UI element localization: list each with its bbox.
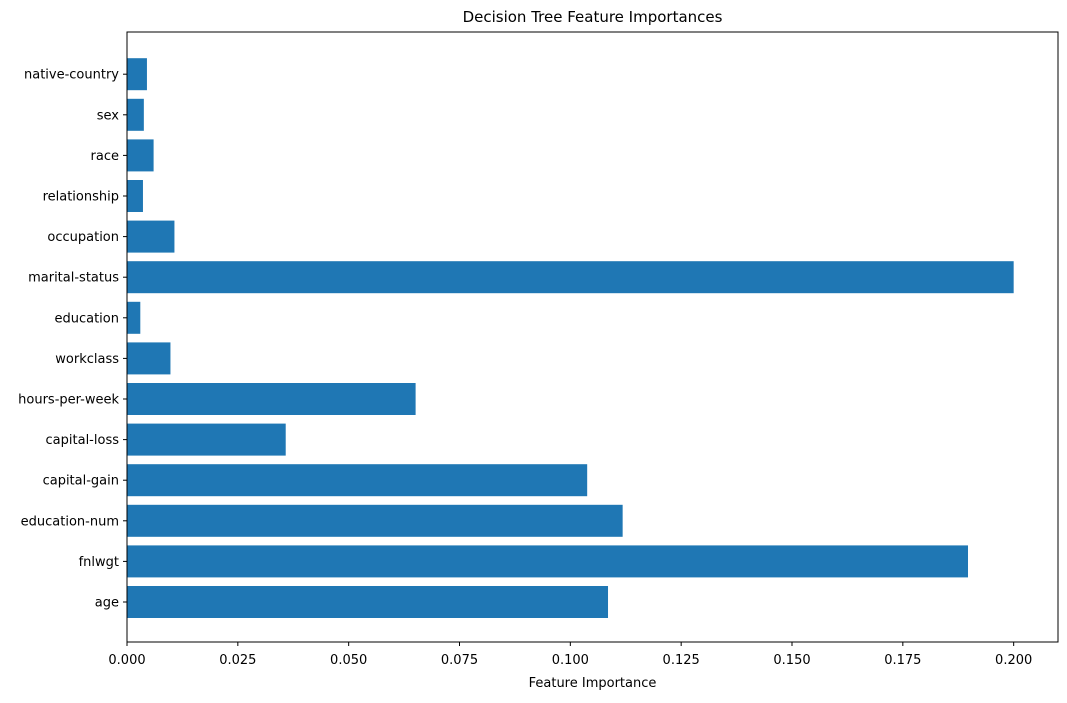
y-tick-label: capital-gain: [43, 474, 119, 489]
bar-native-country: [127, 58, 147, 91]
x-tick-label: 0.200: [995, 653, 1032, 668]
bar-capital-loss: [127, 423, 286, 456]
bar-hours-per-week: [127, 383, 416, 415]
x-tick-label: 0.100: [552, 653, 589, 668]
bars: [127, 58, 1014, 618]
y-tick-label: fnlwgt: [79, 555, 119, 570]
x-tick-label: 0.050: [330, 653, 367, 668]
bar-education: [127, 301, 141, 334]
bar-fnlwgt: [127, 545, 969, 578]
x-tick-label: 0.075: [441, 653, 478, 668]
x-axis-ticks: 0.000 0.025 0.050 0.075 0.100 0.125 0.150 0.175…: [108, 642, 1032, 668]
y-tick-label: occupation: [47, 230, 119, 245]
y-tick-label: education-num: [21, 514, 119, 529]
y-tick-label: education: [54, 311, 119, 326]
y-tick-label: hours-per-week: [18, 393, 119, 408]
x-axis-label: Feature Importance: [529, 676, 657, 691]
bar-sex: [127, 98, 144, 131]
plot-area-frame: [126, 31, 1059, 643]
y-axis-ticks: age fnlwgt education-num capital-gain capita…: [18, 68, 127, 611]
x-tick-label: 0.125: [663, 653, 700, 668]
y-tick-label: sex: [97, 108, 120, 123]
chart-title: Decision Tree Feature Importances: [463, 8, 723, 26]
y-tick-label: age: [95, 596, 119, 611]
x-tick-label: 0.175: [884, 653, 921, 668]
bar-capital-gain: [127, 464, 588, 497]
bar-workclass: [127, 342, 171, 375]
bar-marital-status: [127, 261, 1014, 294]
bar-education-num: [127, 504, 623, 537]
bar-occupation: [127, 220, 175, 253]
bar-age: [127, 586, 609, 618]
y-tick-label: native-country: [24, 68, 119, 83]
y-tick-label: race: [91, 149, 119, 164]
y-tick-label: marital-status: [28, 271, 119, 286]
bar-relationship: [127, 180, 143, 212]
x-tick-label: 0.000: [108, 653, 145, 668]
y-tick-label: workclass: [55, 352, 119, 367]
x-tick-label: 0.150: [773, 653, 810, 668]
y-tick-label: capital-loss: [46, 433, 120, 448]
y-tick-label: relationship: [43, 190, 119, 205]
x-tick-label: 0.025: [219, 653, 256, 668]
bar-race: [127, 139, 154, 172]
